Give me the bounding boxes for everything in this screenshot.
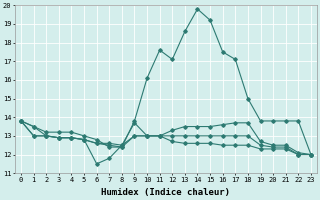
- X-axis label: Humidex (Indice chaleur): Humidex (Indice chaleur): [101, 188, 230, 197]
